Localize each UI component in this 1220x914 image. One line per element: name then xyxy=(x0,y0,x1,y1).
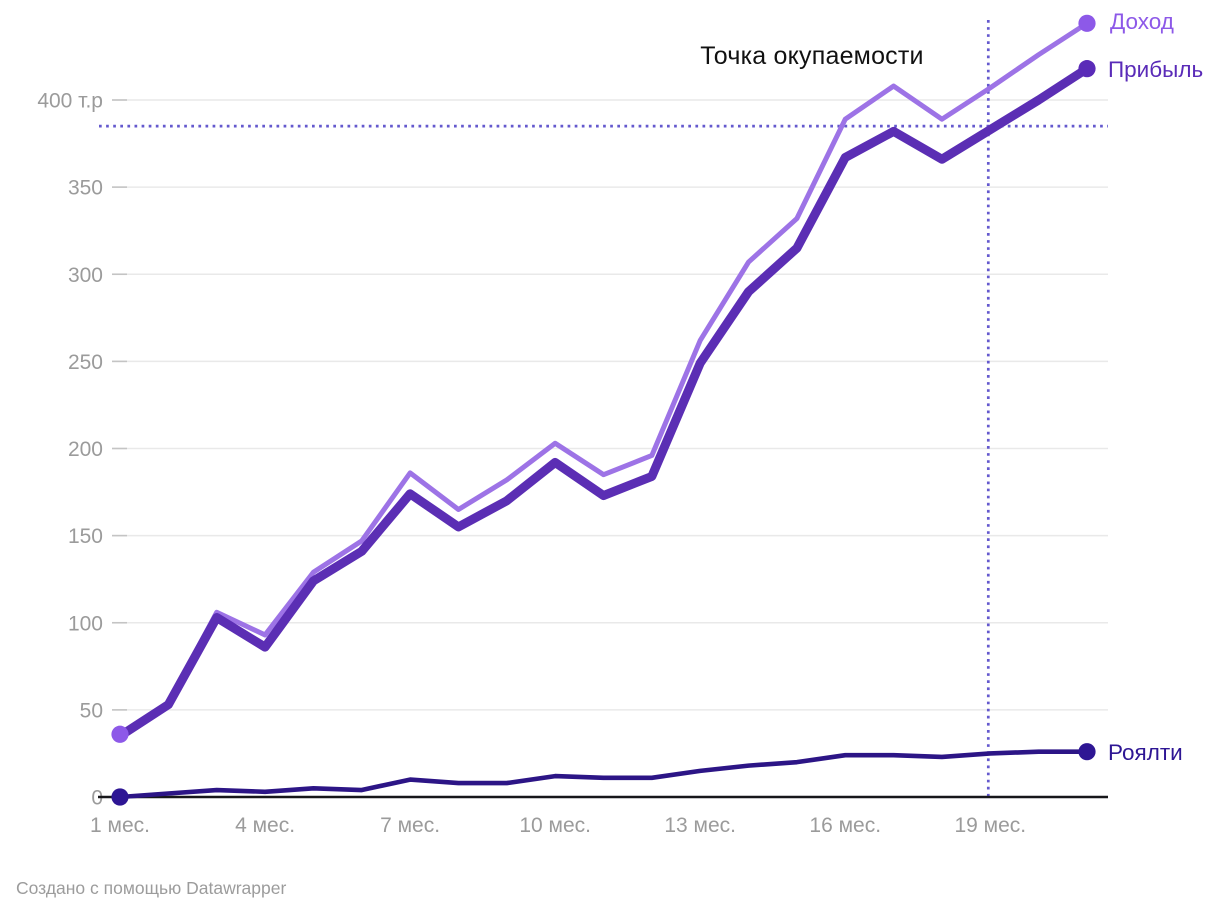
y-tick-label: 400 т.р xyxy=(37,90,103,113)
y-tick-label: 0 xyxy=(91,787,103,810)
income-line xyxy=(117,20,1090,737)
y-tick-label: 150 xyxy=(68,525,103,548)
legend-label-income: Доход xyxy=(1110,9,1174,34)
y-tick-label: 350 xyxy=(68,177,103,200)
x-tick-label: 1 мес. xyxy=(90,814,150,837)
y-tick-label: 100 xyxy=(68,612,103,635)
x-tick-label: 10 мес. xyxy=(519,814,591,837)
y-tick-label: 250 xyxy=(68,351,103,374)
x-tick-label: 7 мес. xyxy=(380,814,440,837)
royalty-line xyxy=(117,749,1090,800)
income-start-dot xyxy=(111,725,129,743)
breakeven-annotation: Точка окупаемости xyxy=(700,42,924,70)
x-tick-label: 19 мес. xyxy=(954,814,1026,837)
profit-end-dot xyxy=(1078,60,1096,78)
x-tick-label: 13 мес. xyxy=(664,814,736,837)
y-tick-label: 200 xyxy=(68,438,103,461)
profit-line xyxy=(115,64,1092,741)
legend-label-profit: Прибыль xyxy=(1108,57,1204,82)
datawrapper-credit: Создано с помощью Datawrapper xyxy=(16,878,287,898)
y-tick-label: 300 xyxy=(68,264,103,287)
y-tick-label: 50 xyxy=(80,699,103,722)
royalty-start-dot xyxy=(111,788,129,806)
x-tick-label: 4 мес. xyxy=(235,814,295,837)
x-tick-label: 16 мес. xyxy=(809,814,881,837)
royalty-end-dot xyxy=(1078,743,1096,761)
income-end-dot xyxy=(1078,14,1096,32)
legend-label-royalty: Роялти xyxy=(1108,740,1183,765)
